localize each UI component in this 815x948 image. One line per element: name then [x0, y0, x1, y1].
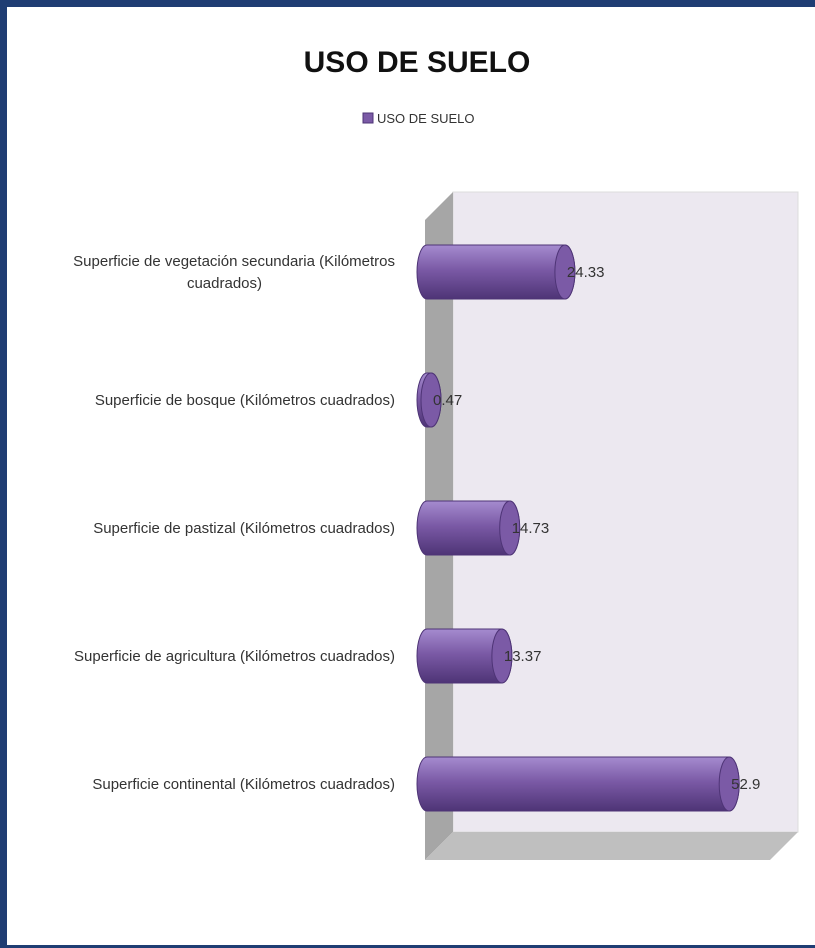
floor: [425, 832, 798, 860]
bar-cap: [718, 756, 740, 812]
category-label: Superficie continental (Kilómetros cuadr…: [92, 776, 395, 793]
category-label: Superficie de agricultura (Kilómetros cu…: [74, 648, 395, 665]
bar-cap: [491, 628, 513, 684]
data-label: 24.33: [567, 264, 605, 281]
data-label: 52.9: [731, 776, 760, 793]
category-label: Superficie de vegetación secundaria (Kil…: [73, 253, 395, 292]
bar-cap: [499, 500, 521, 556]
data-label: 14.73: [512, 520, 550, 537]
bar: [416, 756, 740, 812]
legend-swatch: [362, 112, 374, 124]
bar-cap: [554, 244, 576, 300]
category-label: Superficie de pastizal (Kilómetros cuadr…: [93, 520, 395, 537]
bar: [416, 244, 576, 300]
data-label: 0.47: [433, 392, 462, 409]
legend-label: USO DE SUELO: [377, 111, 475, 126]
category-label: Superficie de bosque (Kilómetros cuadrad…: [95, 392, 395, 409]
chart-title: USO DE SUELO: [304, 46, 531, 79]
data-label: 13.37: [504, 648, 542, 665]
bar-cap: [420, 372, 442, 428]
